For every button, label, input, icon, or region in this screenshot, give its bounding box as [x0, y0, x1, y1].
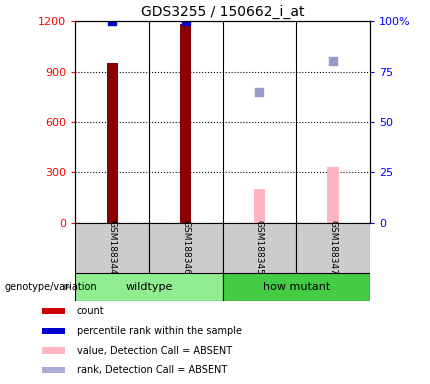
Text: GSM188344: GSM188344	[108, 220, 117, 275]
Text: count: count	[77, 306, 104, 316]
Bar	[180, 25, 191, 223]
Bar	[328, 167, 338, 223]
Bar	[296, 223, 370, 273]
Bar	[75, 273, 223, 301]
Bar	[223, 223, 296, 273]
Point	[256, 89, 263, 95]
Bar	[107, 63, 117, 223]
Bar	[149, 223, 223, 273]
Bar	[42, 308, 65, 314]
Point	[109, 18, 116, 24]
Bar	[223, 273, 370, 301]
Bar	[254, 189, 265, 223]
Point	[182, 18, 189, 24]
Title: GDS3255 / 150662_i_at: GDS3255 / 150662_i_at	[141, 5, 304, 19]
Text: genotype/variation: genotype/variation	[4, 282, 97, 292]
Text: GSM188347: GSM188347	[329, 220, 338, 275]
Text: GSM188346: GSM188346	[181, 220, 190, 275]
Text: percentile rank within the sample: percentile rank within the sample	[77, 326, 242, 336]
Point	[329, 58, 336, 65]
Bar	[42, 348, 65, 354]
Bar	[75, 223, 149, 273]
Bar	[42, 367, 65, 374]
Text: wildtype: wildtype	[125, 282, 172, 292]
Text: GSM188345: GSM188345	[255, 220, 264, 275]
Text: rank, Detection Call = ABSENT: rank, Detection Call = ABSENT	[77, 365, 227, 375]
Text: value, Detection Call = ABSENT: value, Detection Call = ABSENT	[77, 346, 232, 356]
Bar	[42, 328, 65, 334]
Text: how mutant: how mutant	[263, 282, 330, 292]
